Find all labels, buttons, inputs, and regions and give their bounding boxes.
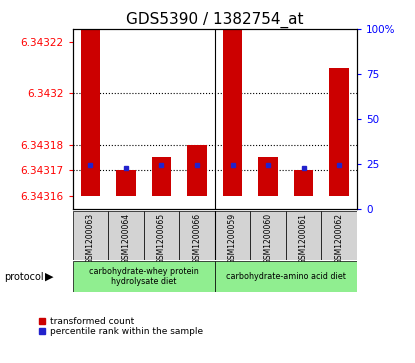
Bar bbox=[321, 211, 357, 260]
Bar bbox=[179, 211, 215, 260]
Text: ▶: ▶ bbox=[45, 272, 53, 282]
Text: carbohydrate-whey protein
hydrolysate diet: carbohydrate-whey protein hydrolysate di… bbox=[89, 267, 198, 286]
Legend: transformed count, percentile rank within the sample: transformed count, percentile rank withi… bbox=[38, 317, 203, 337]
Text: GSM1200059: GSM1200059 bbox=[228, 212, 237, 264]
Text: GSM1200062: GSM1200062 bbox=[334, 212, 344, 264]
Bar bbox=[250, 211, 286, 260]
Title: GDS5390 / 1382754_at: GDS5390 / 1382754_at bbox=[126, 12, 303, 28]
Text: GSM1200065: GSM1200065 bbox=[157, 212, 166, 264]
Bar bbox=[294, 170, 313, 196]
Text: GSM1200066: GSM1200066 bbox=[193, 212, 202, 264]
Bar bbox=[152, 158, 171, 196]
Bar bbox=[187, 144, 207, 196]
Bar bbox=[73, 211, 108, 260]
Text: protocol: protocol bbox=[4, 272, 44, 282]
Text: GSM1200061: GSM1200061 bbox=[299, 212, 308, 264]
Bar bbox=[215, 211, 250, 260]
Text: GSM1200060: GSM1200060 bbox=[264, 212, 273, 264]
Bar bbox=[286, 211, 321, 260]
Bar bbox=[330, 68, 349, 196]
Bar bbox=[258, 158, 278, 196]
Bar bbox=[108, 211, 144, 260]
Text: GSM1200064: GSM1200064 bbox=[122, 212, 130, 264]
Text: carbohydrate-amino acid diet: carbohydrate-amino acid diet bbox=[226, 272, 346, 281]
Bar bbox=[81, 21, 100, 196]
Text: GSM1200063: GSM1200063 bbox=[86, 212, 95, 264]
Bar bbox=[116, 170, 136, 196]
Bar bbox=[215, 261, 357, 292]
Bar bbox=[144, 211, 179, 260]
Bar bbox=[223, 11, 242, 196]
Bar bbox=[73, 261, 215, 292]
